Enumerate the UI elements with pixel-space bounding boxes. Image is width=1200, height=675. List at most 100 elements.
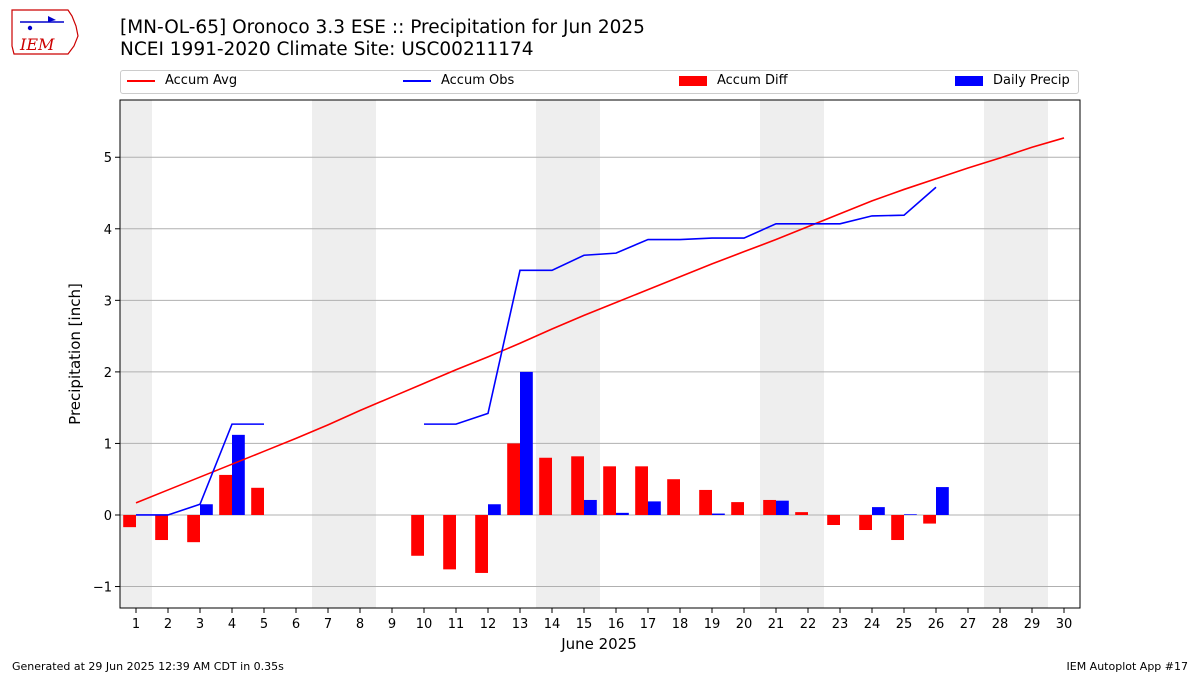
x-tick-label: 8 bbox=[356, 617, 364, 632]
daily-precip-bar bbox=[776, 500, 789, 515]
weekend-band bbox=[1016, 100, 1048, 608]
x-tick-label: 26 bbox=[928, 617, 945, 632]
weekend-band bbox=[760, 100, 792, 608]
x-axis-ticks: 1 2 3 4 5 6 7 8 9 10 11 12 13 14 15 16 17 18 19 20 21 22 23 24 2… bbox=[132, 608, 1072, 632]
chart-subtitle: NCEI 1991-2020 Climate Site: USC00211174 bbox=[120, 39, 534, 60]
x-tick-label: 6 bbox=[292, 617, 300, 632]
x-tick-label: 2 bbox=[164, 617, 172, 632]
legend-swatch bbox=[403, 79, 431, 82]
accum-diff-bar bbox=[891, 514, 904, 541]
accum-obs-line bbox=[424, 186, 937, 425]
x-tick-label: 21 bbox=[768, 617, 785, 632]
x-axis-label: June 2025 bbox=[560, 635, 637, 653]
x-tick-label: 7 bbox=[324, 617, 332, 632]
legend-item-daily-precip: Daily Precip bbox=[955, 73, 1070, 88]
accum-diff-bar bbox=[123, 514, 136, 528]
x-tick-label: 29 bbox=[1024, 617, 1041, 632]
x-tick-label: 23 bbox=[832, 617, 849, 632]
bar-series bbox=[123, 371, 949, 573]
y-tick-label: 4 bbox=[104, 223, 112, 238]
accum-diff-bar bbox=[411, 514, 424, 556]
legend-label: Accum Diff bbox=[717, 73, 788, 88]
accum-diff-bar bbox=[219, 474, 232, 515]
x-tick-label: 18 bbox=[672, 617, 689, 632]
x-tick-label: 28 bbox=[992, 617, 1009, 632]
legend-item-accum-obs: Accum Obs bbox=[403, 73, 514, 88]
y-tick-label: 0 bbox=[104, 509, 112, 524]
legend-label: Daily Precip bbox=[993, 73, 1070, 88]
daily-precip-bar bbox=[904, 514, 917, 515]
daily-precip-bar bbox=[616, 512, 629, 515]
daily-precip-bar bbox=[936, 487, 949, 515]
daily-precip-bar bbox=[648, 501, 661, 515]
accum-obs-line bbox=[136, 423, 264, 516]
x-tick-label: 11 bbox=[448, 617, 465, 632]
accum-diff-bar bbox=[571, 456, 584, 515]
x-tick-label: 1 bbox=[132, 617, 140, 632]
svg-text:IEM: IEM bbox=[19, 35, 55, 54]
legend: Accum Avg Accum Obs Accum Diff Daily Pre… bbox=[120, 70, 1079, 94]
x-tick-label: 25 bbox=[896, 617, 913, 632]
legend-label: Accum Avg bbox=[165, 73, 238, 88]
weekend-shading bbox=[120, 100, 1048, 608]
iem-logo: IEM bbox=[8, 6, 80, 60]
x-tick-label: 3 bbox=[196, 617, 204, 632]
y-tick-label: 1 bbox=[104, 437, 112, 452]
iowa-state-outline-icon: IEM bbox=[11, 9, 79, 55]
daily-precip-bar bbox=[488, 504, 501, 515]
footer-generated: Generated at 29 Jun 2025 12:39 AM CDT in… bbox=[12, 660, 284, 673]
x-tick-label: 9 bbox=[388, 617, 396, 632]
weekend-band bbox=[568, 100, 600, 608]
x-tick-label: 19 bbox=[704, 617, 721, 632]
weekend-band bbox=[344, 100, 376, 608]
x-tick-label: 5 bbox=[260, 617, 268, 632]
y-tick-label: −1 bbox=[93, 581, 112, 596]
accum-diff-bar bbox=[507, 443, 520, 515]
accum-diff-bar bbox=[859, 514, 872, 531]
accum-diff-bar bbox=[251, 487, 264, 515]
legend-label: Accum Obs bbox=[441, 73, 515, 88]
accum-diff-bar bbox=[699, 489, 712, 515]
accum-diff-bar bbox=[795, 512, 808, 515]
y-tick-label: 3 bbox=[104, 294, 112, 309]
legend-swatch bbox=[127, 79, 155, 82]
y-axis-ticks: −1 0 1 2 3 4 5 bbox=[93, 151, 120, 596]
accum-diff-bar bbox=[923, 514, 936, 524]
x-tick-label: 13 bbox=[512, 617, 529, 632]
daily-precip-bar bbox=[232, 434, 245, 515]
plot-frame bbox=[119, 99, 1081, 609]
accum-diff-bar bbox=[155, 514, 168, 541]
daily-precip-bar bbox=[712, 513, 725, 515]
x-tick-label: 17 bbox=[640, 617, 657, 632]
weekend-band bbox=[312, 100, 344, 608]
y-tick-label: 2 bbox=[104, 366, 112, 381]
weekend-band bbox=[120, 100, 152, 608]
accum-diff-bar bbox=[635, 466, 648, 515]
footer-app: IEM Autoplot App #17 bbox=[1066, 660, 1189, 673]
accum-avg-line bbox=[135, 137, 1065, 504]
daily-precip-bar bbox=[200, 504, 213, 515]
daily-precip-bar bbox=[872, 507, 885, 515]
weekend-band bbox=[792, 100, 824, 608]
x-tick-label: 10 bbox=[416, 617, 433, 632]
accum-diff-bar bbox=[187, 514, 200, 543]
x-tick-label: 16 bbox=[608, 617, 625, 632]
x-tick-label: 4 bbox=[228, 617, 236, 632]
accum-diff-bar bbox=[539, 457, 552, 515]
accum-diff-bar bbox=[443, 514, 456, 570]
legend-swatch bbox=[679, 75, 707, 86]
accum-diff-bar bbox=[763, 499, 776, 515]
accum-diff-bar bbox=[731, 502, 744, 515]
x-tick-label: 15 bbox=[576, 617, 593, 632]
accum-diff-bar bbox=[827, 514, 840, 526]
x-tick-label: 24 bbox=[864, 617, 881, 632]
accum-diff-bar bbox=[667, 479, 680, 515]
x-tick-label: 12 bbox=[480, 617, 497, 632]
legend-item-accum-diff: Accum Diff bbox=[679, 73, 788, 88]
accum-diff-bar bbox=[603, 466, 616, 515]
x-tick-label: 27 bbox=[960, 617, 977, 632]
x-tick-label: 30 bbox=[1056, 617, 1073, 632]
accum-diff-bar bbox=[475, 514, 488, 573]
legend-item-accum-avg: Accum Avg bbox=[127, 73, 237, 88]
